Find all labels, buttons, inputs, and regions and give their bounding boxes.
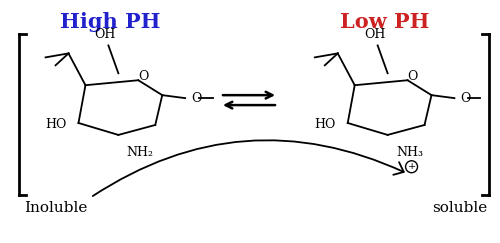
Text: O: O <box>138 70 148 83</box>
Text: O: O <box>191 92 202 105</box>
Text: +: + <box>408 162 416 171</box>
Text: NH₃: NH₃ <box>396 146 423 159</box>
Text: O: O <box>460 92 471 105</box>
Text: O: O <box>408 70 418 83</box>
Text: Low PH: Low PH <box>340 12 430 32</box>
Text: OH: OH <box>364 28 386 42</box>
Text: NH₂: NH₂ <box>127 146 154 159</box>
Text: soluble: soluble <box>432 200 487 215</box>
Text: High PH: High PH <box>60 12 160 32</box>
Text: HO: HO <box>45 119 66 131</box>
Text: OH: OH <box>94 28 116 42</box>
FancyArrowPatch shape <box>93 140 404 196</box>
Text: Inoluble: Inoluble <box>24 200 87 215</box>
Text: HO: HO <box>314 119 336 131</box>
